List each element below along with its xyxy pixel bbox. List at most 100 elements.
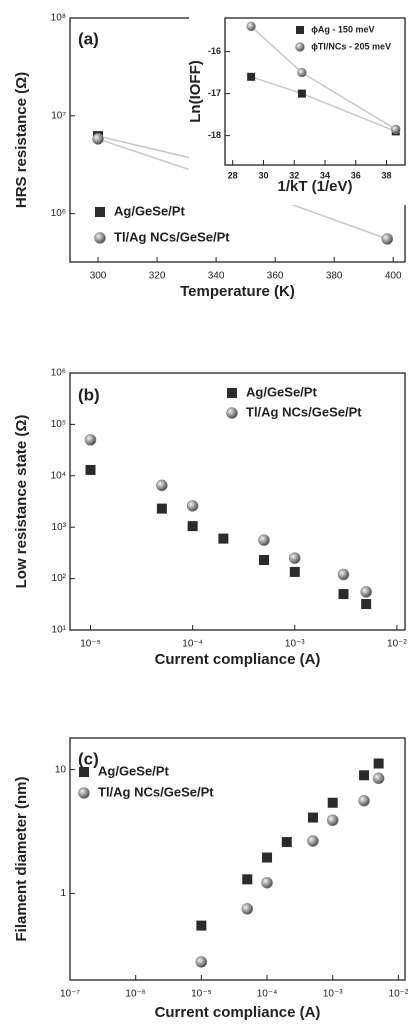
- marker-square: [242, 874, 253, 885]
- marker-circle: [391, 124, 401, 135]
- x-tick-label: 10⁻⁴: [257, 989, 278, 1000]
- legend-marker: [226, 407, 238, 419]
- plot-frame: [69, 737, 406, 981]
- x-tick-label: 10⁻²: [389, 989, 409, 1000]
- marker-square: [247, 72, 256, 81]
- marker-circle: [372, 772, 385, 785]
- marker-square: [281, 837, 292, 848]
- x-tick-label: 300: [90, 271, 107, 282]
- marker-square: [196, 920, 207, 931]
- panel-label: (b): [78, 385, 100, 404]
- y-axis-label: Ln(IOFF): [187, 60, 204, 122]
- marker-circle: [307, 835, 319, 847]
- y-tick-label: -16: [208, 46, 221, 56]
- y-tick-label: 10⁵: [51, 419, 66, 430]
- y-axis-label: Low resistance state (Ω): [13, 415, 30, 589]
- panel-label: (a): [78, 29, 99, 48]
- marker-circle: [156, 479, 168, 492]
- marker-circle: [297, 67, 307, 78]
- marker-square: [259, 555, 270, 566]
- x-tick-label: 10⁻³: [323, 989, 343, 1000]
- y-tick-label: 1: [60, 888, 66, 899]
- legend-label: ϕTl/NCs - 205 meV: [311, 41, 391, 51]
- marker-circle: [246, 21, 256, 32]
- marker-square: [373, 758, 384, 769]
- y-tick-label: 10: [55, 764, 67, 775]
- x-tick-label: 10⁻⁵: [80, 639, 101, 650]
- marker-circle: [261, 876, 273, 889]
- marker-circle: [258, 534, 270, 546]
- marker-square: [187, 521, 198, 532]
- x-tick-label: 400: [385, 271, 402, 282]
- y-tick-label: 10⁶: [51, 208, 66, 219]
- x-tick-label: 10⁻²: [387, 639, 407, 650]
- plot-frame: [69, 372, 406, 631]
- x-tick-label: 10⁻⁴: [182, 639, 203, 650]
- y-axis-label: HRS resistance (Ω): [13, 72, 30, 208]
- x-axis-label: Temperature (K): [180, 283, 295, 300]
- y-axis-label: Filament diameter (nm): [13, 776, 30, 941]
- marker-square: [85, 464, 96, 475]
- marker-square: [218, 533, 229, 544]
- x-tick-label: 340: [208, 271, 225, 282]
- legend-label: Tl/Ag NCs/GeSe/Pt: [98, 784, 214, 799]
- legend-label: Tl/Ag NCs/GeSe/Pt: [114, 229, 230, 244]
- legend-label: Tl/Ag NCs/GeSe/Pt: [246, 404, 362, 419]
- x-tick-label: 360: [267, 271, 284, 282]
- x-tick-label: 10⁻³: [285, 639, 305, 650]
- legend-marker: [95, 207, 105, 217]
- marker-square: [361, 599, 372, 610]
- marker-circle: [381, 233, 394, 245]
- x-tick-label: 28: [228, 170, 238, 180]
- marker-circle: [186, 500, 199, 512]
- panel: 28 30 32 34 36 38 -18 -17 -16 1/kT (1/eV) Ln(IOFF)…: [187, 16, 407, 205]
- x-tick-label: 10⁻⁶: [125, 989, 146, 1000]
- plot-frame: [224, 17, 406, 166]
- x-tick-label: 380: [326, 271, 343, 282]
- x-axis-label: 1/kT (1/eV): [277, 178, 352, 195]
- y-tick-label: 10⁸: [51, 13, 66, 24]
- marker-circle: [360, 586, 372, 598]
- panel: 10⁻⁵ 10⁻⁴ 10⁻³ 10⁻² 10¹ 10² 10³ 10⁴ 10⁵ 10⁶ (b) Cur…: [13, 368, 407, 668]
- marker-circle: [337, 568, 350, 581]
- y-tick-label: -17: [208, 88, 221, 98]
- x-tick-label: 34: [320, 170, 330, 180]
- x-tick-label: 320: [149, 271, 166, 282]
- marker-circle: [195, 956, 208, 968]
- x-axis-label: Current compliance (A): [155, 1004, 321, 1021]
- legend-marker: [296, 26, 304, 34]
- marker-circle: [92, 133, 104, 145]
- x-tick-label: 38: [382, 170, 392, 180]
- marker-circle: [326, 814, 339, 827]
- marker-square: [289, 566, 300, 577]
- marker-square: [307, 812, 318, 823]
- x-axis-label: Current compliance (A): [155, 651, 321, 668]
- legend-marker: [227, 388, 237, 398]
- y-tick-label: 10³: [52, 522, 67, 533]
- panel: 10⁻⁷ 10⁻⁶ 10⁻⁵ 10⁻⁴ 10⁻³ 10⁻² 1 10 (c) Current co…: [13, 737, 409, 1021]
- y-tick-label: 10⁷: [51, 110, 66, 121]
- legend-label: Ag/GeSe/Pt: [246, 384, 317, 399]
- marker-circle: [241, 903, 254, 915]
- x-tick-label: 10⁻⁷: [60, 989, 80, 1000]
- marker-circle: [358, 794, 370, 807]
- legend-marker: [94, 232, 106, 244]
- marker-square: [297, 89, 306, 98]
- marker-square: [156, 503, 167, 514]
- marker-circle: [288, 552, 301, 564]
- x-tick-label: 10⁻⁵: [191, 989, 212, 1000]
- panel: 300 320 340 360 380 400 10⁶ 10⁷ 10⁸ (a) Temperatur…: [13, 13, 406, 300]
- y-tick-label: 10⁴: [51, 470, 66, 481]
- legend-label: Ag/GeSe/Pt: [114, 203, 185, 218]
- legend-marker: [295, 42, 305, 52]
- y-tick-label: 10⁶: [51, 368, 66, 379]
- marker-square: [338, 589, 349, 600]
- marker-square: [327, 797, 338, 808]
- marker-square: [359, 770, 370, 781]
- legend-label: Ag/GeSe/Pt: [98, 763, 169, 778]
- x-tick-label: 32: [289, 170, 299, 180]
- legend-marker: [79, 767, 89, 777]
- legend-label: ϕAg - 150 meV: [311, 24, 374, 34]
- marker-square: [262, 852, 273, 863]
